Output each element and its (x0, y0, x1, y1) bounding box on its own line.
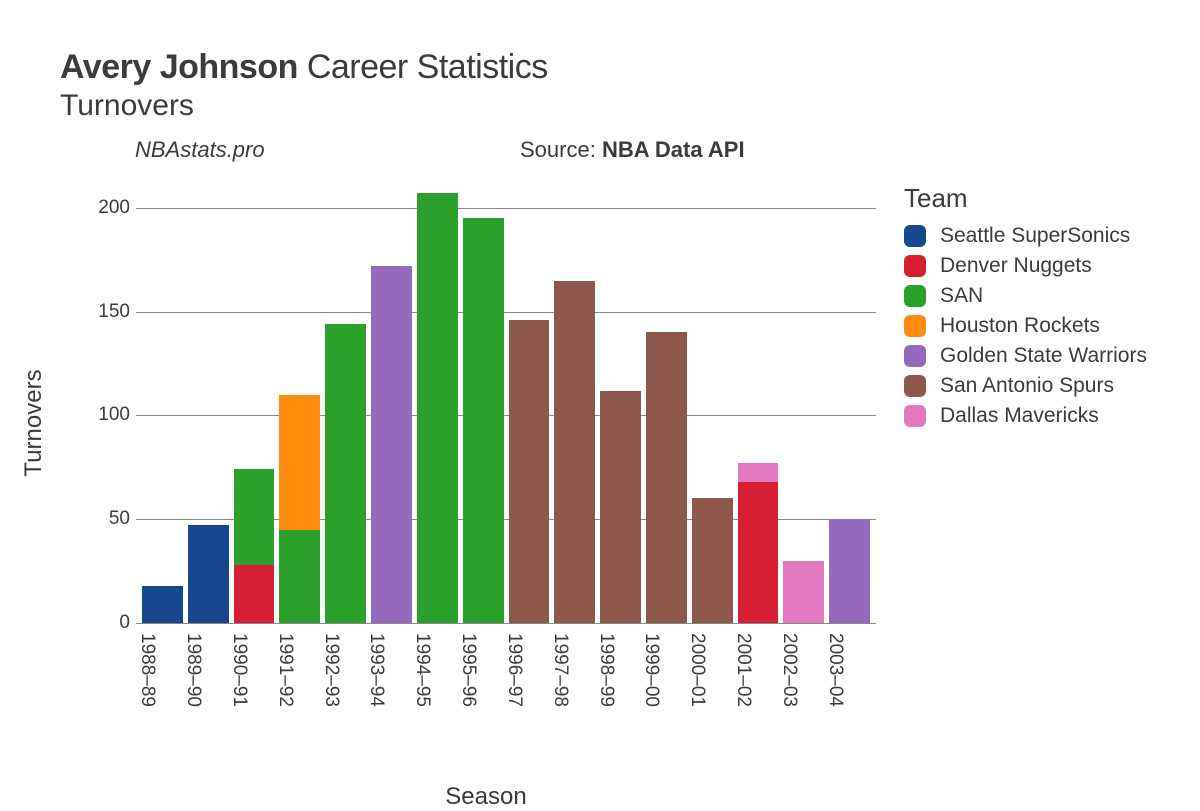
bar-segment (188, 525, 229, 623)
bar-slot: 1998–99 (600, 391, 641, 623)
source-line: Source: NBA Data API (520, 137, 745, 163)
x-tick-label: 2003–04 (824, 633, 846, 707)
legend-swatch (904, 255, 926, 277)
legend-label: Golden State Warriors (940, 344, 1147, 368)
legend-swatch (904, 315, 926, 337)
watermark: NBAstats.pro (135, 137, 265, 163)
legend-label: San Antonio Spurs (940, 374, 1114, 398)
bar-slot: 1992–93 (325, 324, 366, 623)
bar-segment (646, 332, 687, 623)
x-tick-label: 2002–03 (778, 633, 800, 707)
bar-slot: 1989–90 (188, 525, 229, 623)
legend-item: Houston Rockets (904, 314, 1147, 338)
x-tick-label: 1997–98 (549, 633, 571, 707)
bar-slot: 1990–91 (234, 469, 275, 623)
x-axis-label: Season (445, 783, 526, 811)
title-rest: Career Statistics (307, 48, 548, 86)
y-tick-label: 100 (96, 404, 130, 426)
y-tick-label: 50 (96, 508, 130, 530)
legend-swatch (904, 345, 926, 367)
plot-area: Turnovers Season 050100150200 1988–89198… (96, 173, 876, 673)
bar-slot: 1999–00 (646, 332, 687, 623)
x-tick-label: 2000–01 (686, 633, 708, 707)
bar-segment (325, 324, 366, 623)
legend-label: SAN (940, 284, 983, 308)
y-axis-label: Turnovers (20, 369, 48, 476)
bar-slot: 2002–03 (783, 561, 824, 623)
bar-segment (371, 266, 412, 623)
y-tick-label: 0 (96, 612, 130, 634)
bar-segment (692, 498, 733, 623)
x-tick-label: 1994–95 (411, 633, 433, 707)
bar-slot: 1988–89 (142, 586, 183, 623)
source-prefix: Source: (520, 137, 602, 162)
bar-segment (554, 281, 595, 623)
x-tick-label: 1988–89 (136, 633, 158, 707)
page-title-block: Avery Johnson Career Statistics Turnover… (60, 48, 1160, 123)
bar-segment (417, 193, 458, 623)
chart: Turnovers Season 050100150200 1988–89198… (60, 173, 1160, 673)
bar-segment (234, 469, 275, 564)
x-tick-label: 1992–93 (320, 633, 342, 707)
bar-segment (738, 463, 779, 482)
legend: Team Seattle SuperSonics Denver Nuggets SA… (904, 183, 1147, 434)
bar-slot: 1997–98 (554, 281, 595, 623)
bar-segment (234, 565, 275, 623)
legend-swatch (904, 225, 926, 247)
title-bold: Avery Johnson (60, 48, 298, 86)
legend-title: Team (904, 183, 1147, 214)
gridline (136, 623, 876, 624)
bars: 1988–891989–901990–911991–921992–931993–… (136, 183, 876, 623)
x-tick-label: 1989–90 (182, 633, 204, 707)
bar-segment (279, 395, 320, 530)
source-name: NBA Data API (602, 137, 745, 162)
meta-row: NBAstats.pro Source: NBA Data API (60, 137, 1160, 167)
bar-slot: 1993–94 (371, 266, 412, 623)
legend-swatch (904, 405, 926, 427)
bar-segment (463, 218, 504, 623)
bar-segment (829, 519, 870, 623)
bar-segment (738, 482, 779, 623)
x-tick-label: 1996–97 (503, 633, 525, 707)
x-tick-label: 1993–94 (365, 633, 387, 707)
bar-segment (783, 561, 824, 623)
y-tick-label: 200 (96, 197, 130, 219)
legend-item: Seattle SuperSonics (904, 224, 1147, 248)
legend-items: Seattle SuperSonics Denver Nuggets SAN Hous… (904, 224, 1147, 428)
bar-slot: 1994–95 (417, 193, 458, 623)
x-tick-label: 1990–91 (228, 633, 250, 707)
legend-item: San Antonio Spurs (904, 374, 1147, 398)
legend-item: Denver Nuggets (904, 254, 1147, 278)
x-tick-label: 1999–00 (640, 633, 662, 707)
x-tick-label: 1995–96 (457, 633, 479, 707)
bar-slot: 2000–01 (692, 498, 733, 623)
legend-item: Dallas Mavericks (904, 404, 1147, 428)
page-title: Avery Johnson Career Statistics (60, 48, 1160, 87)
legend-item: Golden State Warriors (904, 344, 1147, 368)
bar-slot: 2003–04 (829, 519, 870, 623)
legend-label: Houston Rockets (940, 314, 1100, 338)
legend-swatch (904, 285, 926, 307)
legend-label: Seattle SuperSonics (940, 224, 1130, 248)
bar-segment (509, 320, 550, 623)
x-tick-label: 1991–92 (274, 633, 296, 707)
bar-segment (600, 391, 641, 623)
bar-slot: 1995–96 (463, 218, 504, 623)
bar-segment (279, 530, 320, 623)
bar-slot: 1996–97 (509, 320, 550, 623)
legend-swatch (904, 375, 926, 397)
y-tick-label: 150 (96, 301, 130, 323)
bar-slot: 1991–92 (279, 395, 320, 623)
page-subtitle: Turnovers (60, 89, 1160, 123)
bar-segment (142, 586, 183, 623)
x-tick-label: 1998–99 (595, 633, 617, 707)
bar-slot: 2001–02 (738, 463, 779, 623)
x-tick-label: 2001–02 (732, 633, 754, 707)
legend-label: Denver Nuggets (940, 254, 1092, 278)
legend-label: Dallas Mavericks (940, 404, 1099, 428)
legend-item: SAN (904, 284, 1147, 308)
